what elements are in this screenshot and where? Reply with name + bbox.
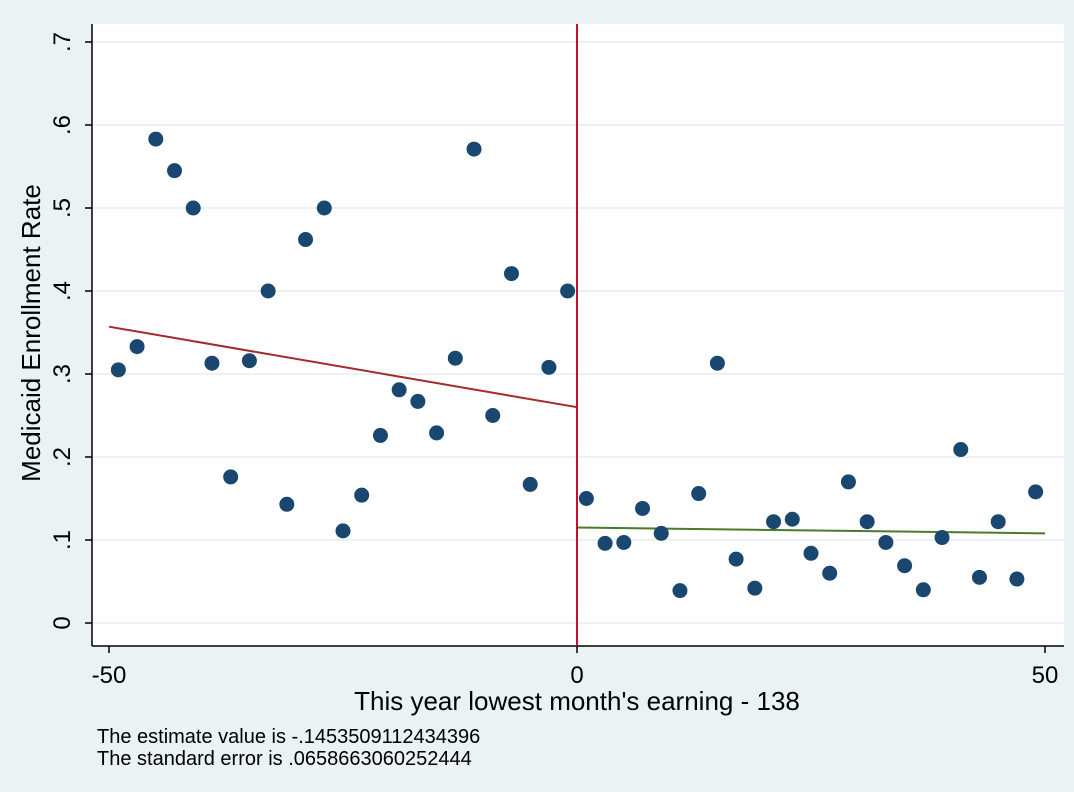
data-point [803, 545, 819, 561]
y-tick-label: .7 [49, 32, 76, 52]
y-tick-label: .4 [49, 281, 76, 301]
data-point [878, 534, 894, 550]
data-point [784, 511, 800, 527]
y-tick-label: .2 [49, 447, 76, 467]
y-tick-label: 0 [49, 616, 76, 629]
data-point [185, 200, 201, 216]
data-point [971, 569, 987, 585]
y-tick-label: .6 [49, 115, 76, 135]
data-point [953, 442, 969, 458]
data-point [1009, 571, 1025, 587]
data-point [635, 500, 651, 516]
fit-line [576, 526, 1046, 535]
data-point [578, 491, 594, 506]
data-point [766, 514, 782, 530]
data-point [840, 474, 856, 490]
data-point [298, 232, 314, 248]
data-point [410, 393, 426, 409]
data-point [148, 131, 164, 147]
data-point [897, 558, 913, 574]
x-tick-label: 0 [570, 662, 583, 689]
data-point [597, 535, 613, 551]
data-point [429, 425, 445, 441]
data-point [747, 580, 763, 596]
data-point [691, 486, 707, 502]
x-axis-title: This year lowest month's earning - 138 [354, 686, 800, 716]
y-tick-label: .1 [49, 530, 76, 550]
data-point [167, 163, 183, 179]
data-point [485, 408, 501, 423]
y-tick-label: .3 [49, 364, 76, 384]
data-point [728, 551, 744, 567]
x-tick-label: 50 [1032, 662, 1059, 689]
data-point [653, 525, 669, 541]
data-point [990, 514, 1006, 530]
data-point [672, 583, 688, 599]
y-tick-label: .5 [49, 198, 76, 218]
data-point [934, 530, 950, 546]
x-tick-label: -50 [92, 662, 127, 689]
data-point [279, 496, 295, 512]
data-point [522, 476, 538, 492]
fit-line [108, 325, 578, 409]
std-error-note: The standard error is .0658663060252444 [97, 748, 472, 770]
data-point [822, 565, 838, 581]
estimate-note: The estimate value is -.1453509112434396 [97, 726, 481, 748]
tick-labels: 0 .1 .2 .3 .4 .5 .6 .7 -50 0 50 [49, 32, 1058, 689]
data-point [372, 427, 388, 443]
data-point [915, 582, 931, 598]
data-point [335, 523, 351, 539]
data-point [391, 382, 407, 398]
data-points [110, 131, 1044, 599]
data-point [241, 353, 257, 369]
data-point [129, 339, 145, 355]
data-point [316, 200, 332, 216]
data-point [616, 534, 632, 550]
data-point [110, 362, 126, 378]
data-point [466, 141, 482, 157]
data-point [447, 350, 463, 366]
data-point [354, 487, 370, 503]
data-point [503, 266, 519, 282]
fit-lines [108, 325, 1046, 535]
data-point [260, 283, 276, 299]
data-point [709, 355, 725, 371]
data-point [1028, 484, 1044, 500]
data-point [204, 355, 220, 371]
data-point [560, 283, 576, 299]
data-point [223, 469, 239, 485]
data-point [541, 359, 557, 375]
y-axis-title: Medicaid Enrollment Rate [16, 184, 46, 482]
data-point [859, 514, 875, 530]
